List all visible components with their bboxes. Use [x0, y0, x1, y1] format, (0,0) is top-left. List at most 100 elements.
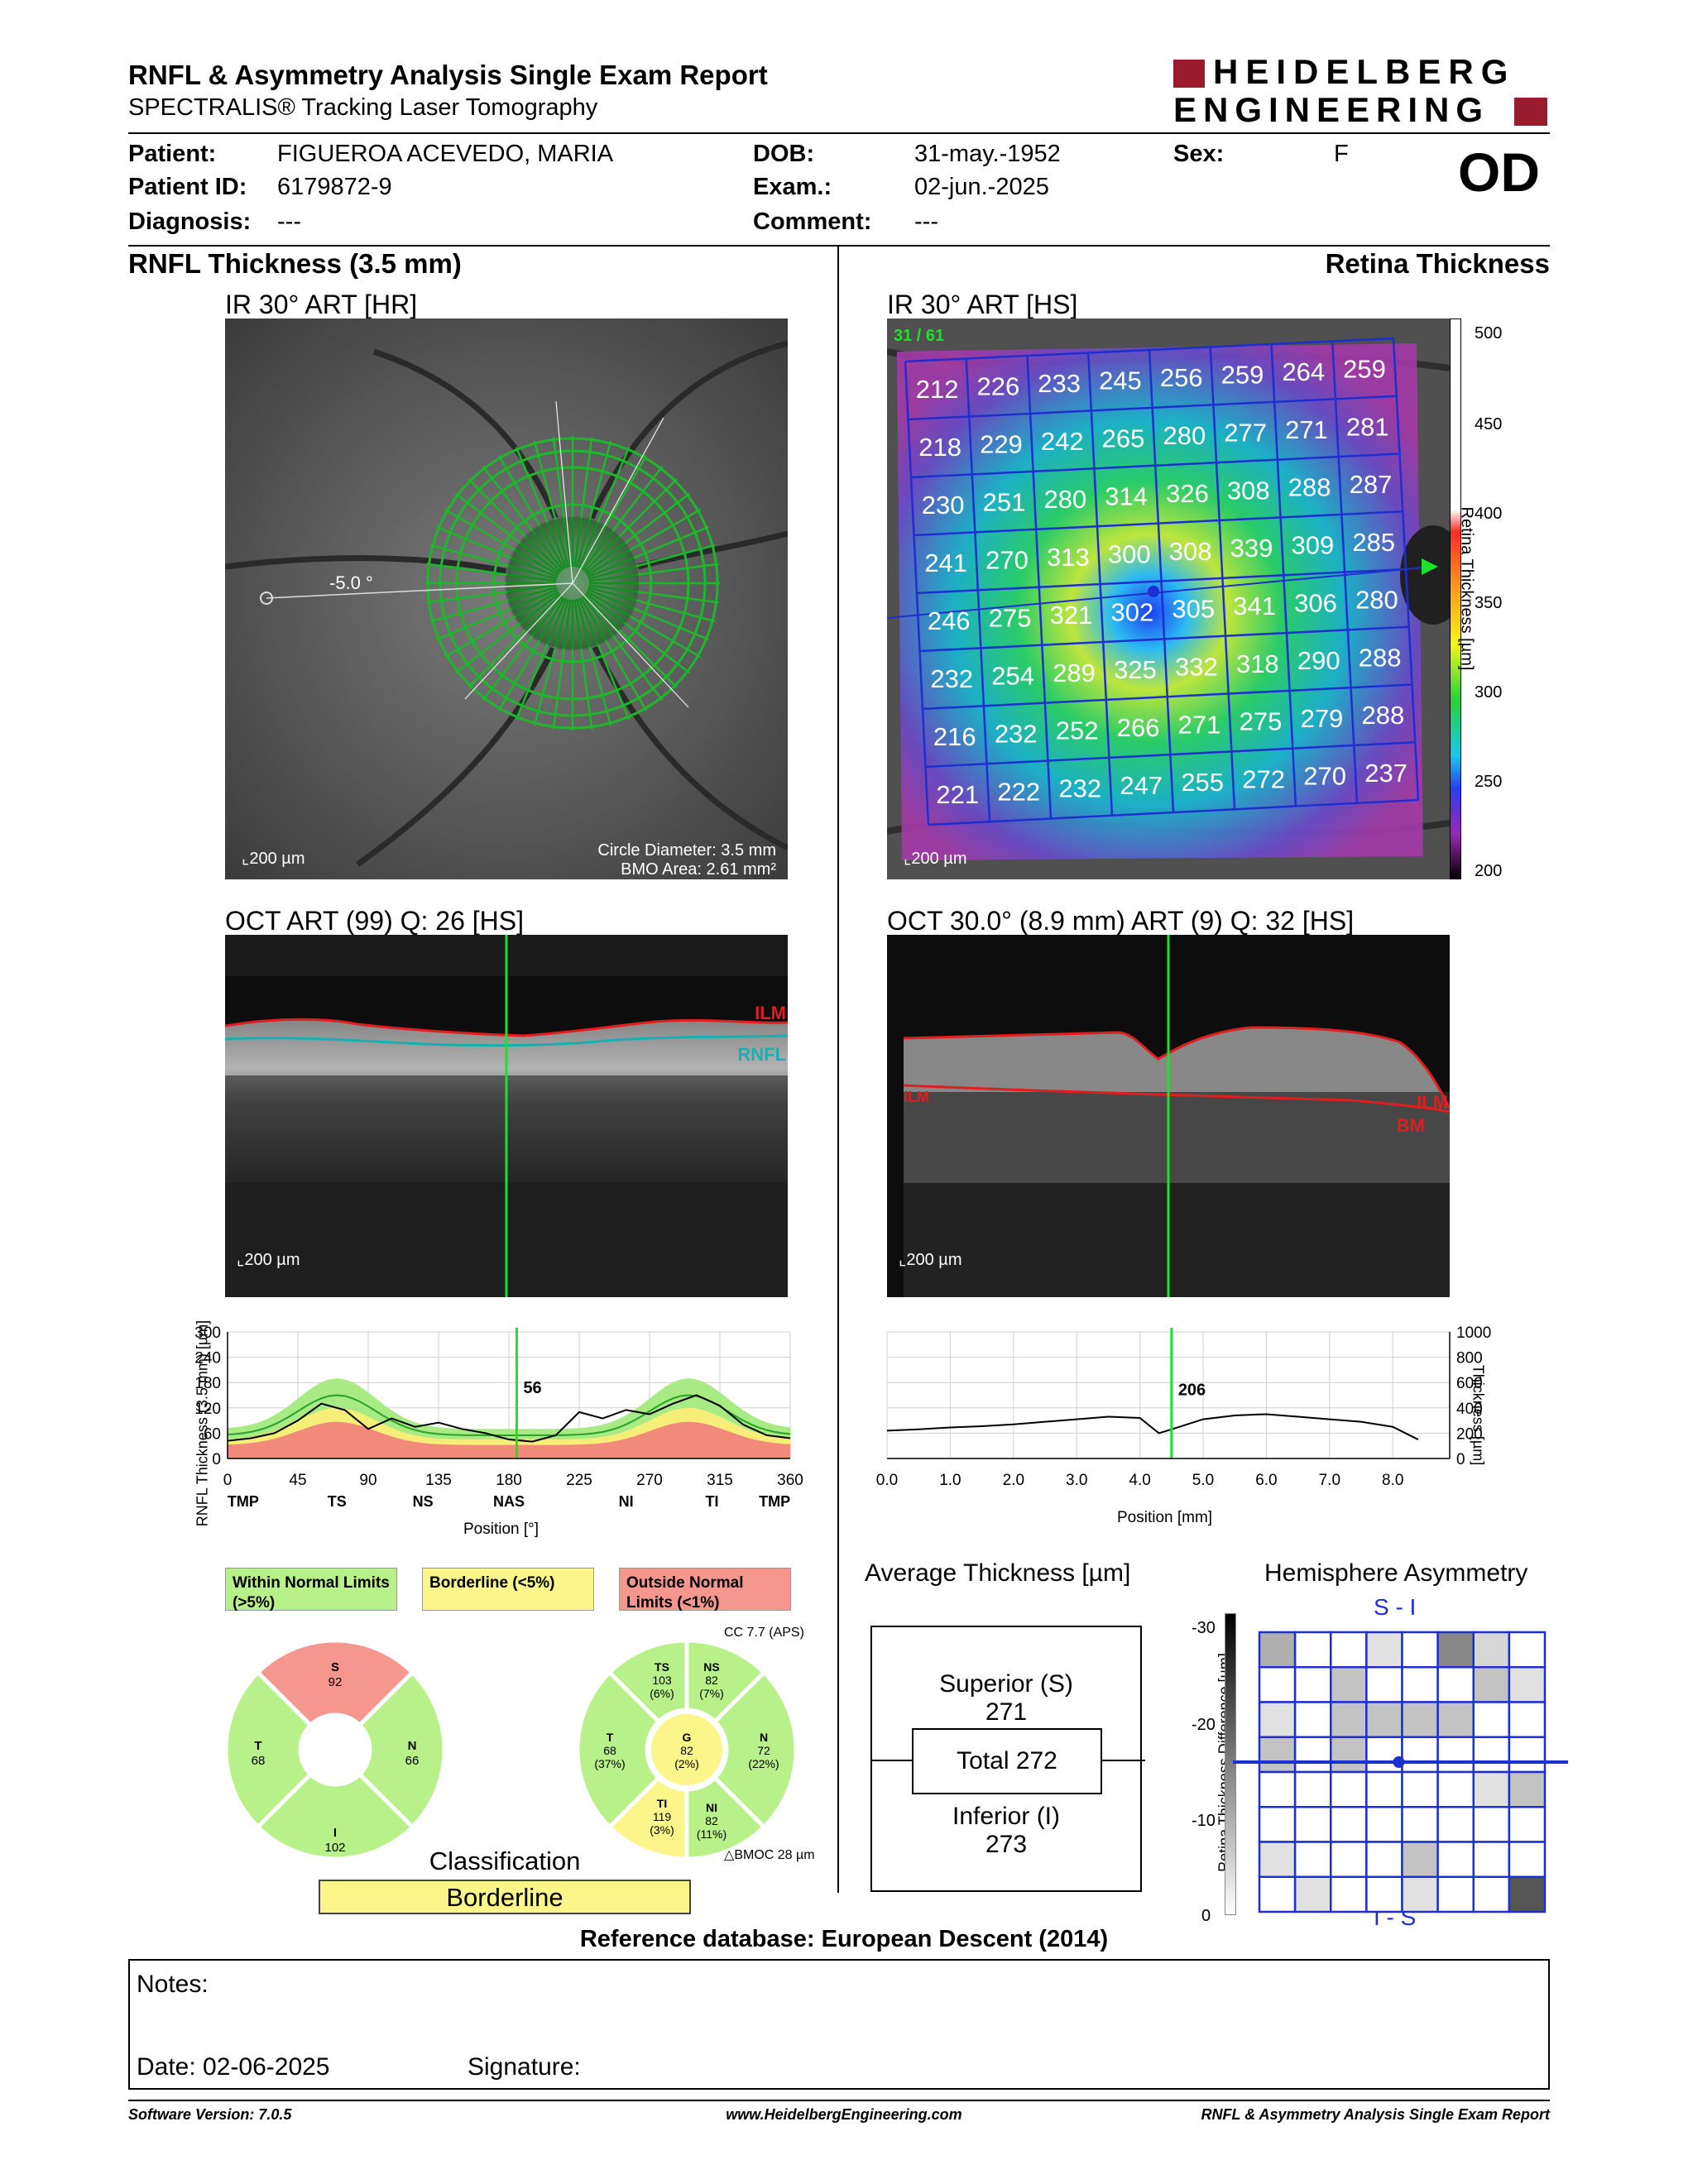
asymmetry-cell [1508, 1875, 1547, 1913]
oct-title-left: OCT ART (99) Q: 26 [HS] [225, 906, 525, 936]
bmo-area: BMO Area: 2.61 mm² [621, 860, 776, 879]
rnfl-xtick: 180 [496, 1472, 522, 1489]
grid-line-h [922, 683, 1412, 711]
rnfl-xtick: 270 [636, 1472, 663, 1489]
sector-value-ni: 82 [705, 1814, 718, 1827]
rnfl-sector-label: TMP [228, 1493, 259, 1510]
rnfl-section-title: RNFL Thickness (3.5 mm) [128, 248, 462, 279]
asymmetry-cell [1401, 1770, 1439, 1808]
grid-cell-value: 245 [1099, 366, 1142, 395]
rnfl-ytick: 240 [194, 1350, 221, 1367]
rnfl-ytick: 120 [194, 1401, 221, 1418]
asymmetry-cell [1293, 1875, 1332, 1913]
asymmetry-cell [1401, 1736, 1439, 1774]
average-title: Average Thickness [µm] [865, 1559, 1131, 1587]
grid-cell-value: 266 [1117, 713, 1160, 742]
grid-cell-value: 302 [1111, 597, 1154, 626]
quadrant-label-n: N [408, 1739, 417, 1753]
sex-value: F [1334, 141, 1349, 167]
asymmetry-title: Hemisphere Asymmetry [1264, 1559, 1528, 1587]
grid-cell-value: 287 [1350, 470, 1393, 499]
grid-cell-value: 233 [1038, 369, 1081, 398]
report-title: RNFL & Asymmetry Analysis Single Exam Re… [128, 60, 768, 90]
dob-value: 31-may.-1952 [914, 141, 1061, 167]
grid-cell-value: 275 [1240, 707, 1283, 736]
signature-label: Signature: [468, 2053, 581, 2081]
asymmetry-cell [1293, 1841, 1332, 1878]
asymmetry-cell [1293, 1666, 1332, 1703]
reference-database: Reference database: European Descent (20… [579, 1926, 1109, 1952]
sector-pct-n: (22%) [748, 1757, 779, 1770]
scale-text: 200 µm [911, 850, 967, 868]
asymmetry-cell [1258, 1841, 1297, 1878]
frame-counter: 31 / 61 [894, 327, 945, 345]
retina-xtick: 5.0 [1192, 1472, 1214, 1489]
colorbar-tick-350: 350 [1475, 594, 1503, 612]
grid-cell-value: 259 [1343, 355, 1386, 384]
grid-cell-value: 271 [1285, 415, 1328, 444]
grid-line-h [928, 798, 1419, 826]
logo-text-1: HEIDELBERG [1213, 52, 1516, 91]
colorbar-tick-300: 300 [1475, 683, 1503, 702]
retina-cursor-value: 206 [1178, 1382, 1206, 1400]
asymmetry-cell [1365, 1875, 1403, 1913]
asymmetry-cell [1436, 1841, 1475, 1878]
ir-title-left: IR 30° ART [HR] [225, 290, 418, 319]
rnfl-sector-label: NI [619, 1493, 634, 1510]
retina-xtick: 7.0 [1319, 1472, 1340, 1489]
asymmetry-cell [1365, 1701, 1403, 1738]
quadrant-inferior [255, 1771, 415, 1861]
grid-line-h [916, 568, 1407, 595]
grid-cell-value: 308 [1169, 537, 1212, 566]
retina-plot: 1000 800 600 400 200 0 0.0 1.0 2.0 3.0 4.0 5.0 6.0 7… [876, 1324, 1491, 1489]
total-connector-left [870, 1760, 912, 1761]
asymmetry-cell [1508, 1631, 1547, 1669]
notes-label: Notes: [137, 1971, 209, 1998]
rnfl-plot-xlabel: Position [°] [463, 1521, 539, 1538]
asymmetry-colorbar [1225, 1613, 1236, 1915]
asymmetry-cell [1472, 1806, 1511, 1843]
asymmetry-cell [1330, 1631, 1368, 1669]
grid-cell-value: 229 [980, 430, 1023, 459]
asymmetry-cell [1472, 1841, 1511, 1878]
asymmetry-cell [1436, 1736, 1475, 1774]
scale-bar-left: ⌞200 µm [242, 848, 305, 869]
grid-cell-value: 270 [985, 546, 1029, 575]
bmoc-text: BMOC 28 µm [734, 1848, 815, 1862]
asymmetry-cell [1401, 1841, 1439, 1878]
grid-cell-value: 232 [1058, 774, 1101, 803]
asymmetry-cell [1508, 1770, 1547, 1808]
asym-top-label: S - I [1374, 1594, 1417, 1620]
ilm-label-left: ILM [755, 1003, 786, 1023]
notes-box: Notes: Date: 02-06-2025 Signature: [128, 1959, 1550, 2090]
asymmetry-cell [1293, 1770, 1332, 1808]
ilm-label-right: ILM [1417, 1092, 1448, 1113]
grid-cell-value: 289 [1053, 659, 1096, 687]
sector-value-ts: 103 [652, 1674, 672, 1687]
grid-line-v [1392, 338, 1420, 801]
asymmetry-cell [1436, 1666, 1475, 1703]
sector-value-t: 68 [603, 1744, 616, 1757]
legend-outside: Outside Normal Limits (<1%) [619, 1568, 791, 1612]
rnfl-ytick: 180 [194, 1375, 221, 1392]
retina-ytick: 800 [1456, 1350, 1483, 1367]
rnfl-sector-label: TS [328, 1493, 347, 1510]
asymmetry-cell [1436, 1875, 1475, 1913]
diagnosis-value: --- [277, 208, 301, 235]
sector-pct-ns: (7%) [699, 1687, 724, 1700]
sector-label-ti: TI [657, 1797, 667, 1810]
colorbar-tick-250: 250 [1475, 773, 1503, 791]
quadrant-value-s: 92 [328, 1675, 343, 1689]
asym-tick-20: -20 [1192, 1716, 1216, 1734]
grid-cell-value: 326 [1166, 479, 1209, 508]
rnfl-xtick: 360 [777, 1472, 803, 1489]
asymmetry-cell [1293, 1701, 1332, 1738]
grid-cell-value: 237 [1364, 759, 1407, 788]
grid-cell-value: 241 [924, 548, 967, 577]
grid-cell-value: 279 [1301, 704, 1344, 733]
rnfl-label-left: RNFL [737, 1044, 786, 1065]
sector-value-n: 72 [757, 1744, 770, 1757]
sector-pct-g: (2%) [674, 1757, 699, 1770]
grid-cell-value: 306 [1294, 588, 1337, 617]
